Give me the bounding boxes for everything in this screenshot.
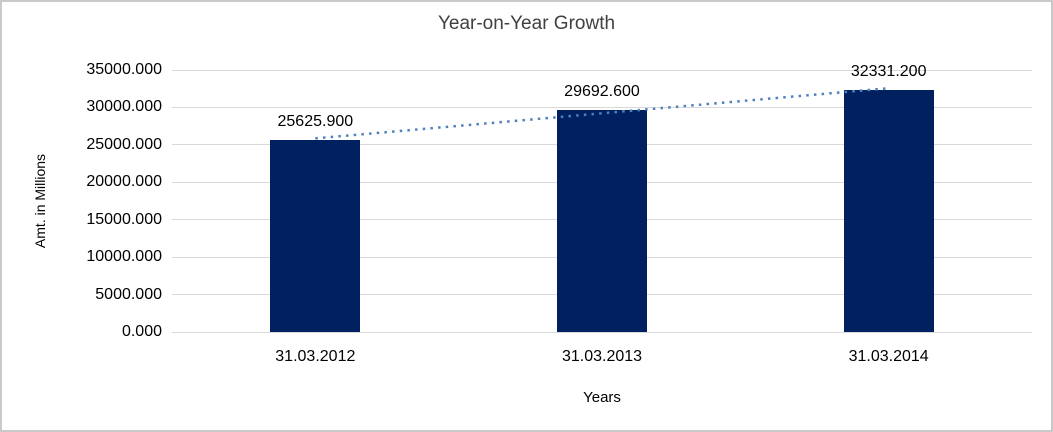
x-axis-title: Years bbox=[583, 389, 621, 406]
y-axis-tick-label: 20000.000 bbox=[86, 173, 162, 191]
data-label: 32331.200 bbox=[850, 62, 927, 80]
bar-31.03.2012 bbox=[270, 140, 361, 332]
data-label: 29692.600 bbox=[564, 82, 640, 100]
y-axis-tick-label: 25000.000 bbox=[86, 135, 162, 153]
x-axis-category-label: 31.03.2012 bbox=[275, 348, 356, 365]
chart-title: Year-on-Year Growth bbox=[437, 13, 616, 34]
y-axis-title: Amt. in Millions bbox=[32, 153, 48, 249]
y-axis-tick-label: 35000.000 bbox=[86, 61, 162, 78]
data-label: 25625.900 bbox=[277, 113, 354, 131]
y-axis-tick-label: 10000.000 bbox=[86, 248, 162, 266]
y-axis-tick-label: 5000.000 bbox=[95, 285, 162, 303]
gridline bbox=[172, 331, 1032, 333]
bar-31.03.2013 bbox=[557, 109, 647, 332]
x-axis-category-label: 31.03.2014 bbox=[848, 348, 929, 365]
x-axis-category-label: 31.03.2013 bbox=[561, 348, 643, 365]
bar-31.03.2014 bbox=[843, 89, 934, 332]
y-axis-tick-label: 30000.000 bbox=[86, 98, 162, 116]
y-axis-tick-label: 15000.000 bbox=[86, 210, 162, 228]
gridline bbox=[172, 69, 1032, 71]
y-axis-tick-label: 0.000 bbox=[121, 323, 162, 340]
